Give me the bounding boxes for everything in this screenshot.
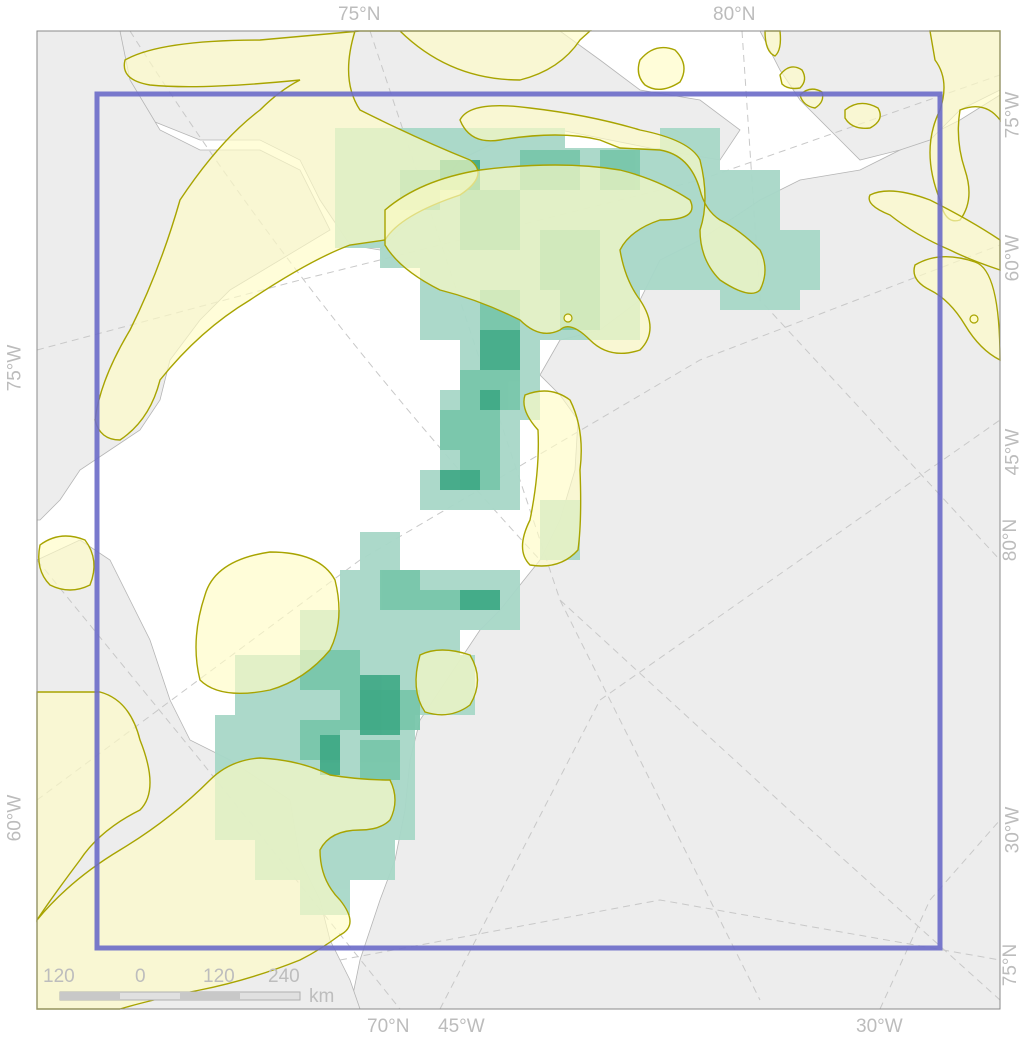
map-frame bbox=[36, 30, 1001, 1010]
scale-tick-120-left: 120 bbox=[43, 966, 75, 987]
label-right-60w: 60°W bbox=[1002, 234, 1024, 282]
label-bottom-45w: 45°W bbox=[438, 1016, 485, 1037]
scale-tick-240: 240 bbox=[268, 966, 300, 987]
scale-tick-0: 0 bbox=[135, 966, 146, 987]
label-left-75w: 75°W bbox=[4, 344, 26, 392]
label-right-80n: 80°N bbox=[1000, 518, 1022, 562]
label-top-80n: 80°N bbox=[713, 4, 756, 25]
label-right-45w: 45°W bbox=[1002, 428, 1024, 476]
label-right-30w: 30°W bbox=[1002, 806, 1024, 854]
label-top-75n: 75°N bbox=[338, 4, 381, 25]
study-area-boundary bbox=[94, 91, 943, 951]
station-markers bbox=[563, 313, 979, 324]
label-right-75w: 75°W bbox=[1002, 91, 1024, 139]
label-left-60w: 60°W bbox=[4, 794, 26, 842]
label-right-75n: 75°N bbox=[1000, 943, 1022, 987]
label-bottom-70n: 70°N bbox=[367, 1016, 410, 1037]
scale-unit: km bbox=[309, 986, 335, 1007]
label-bottom-30w: 30°W bbox=[856, 1016, 903, 1037]
scale-tick-120: 120 bbox=[203, 966, 235, 987]
scale-bar bbox=[59, 991, 301, 1001]
